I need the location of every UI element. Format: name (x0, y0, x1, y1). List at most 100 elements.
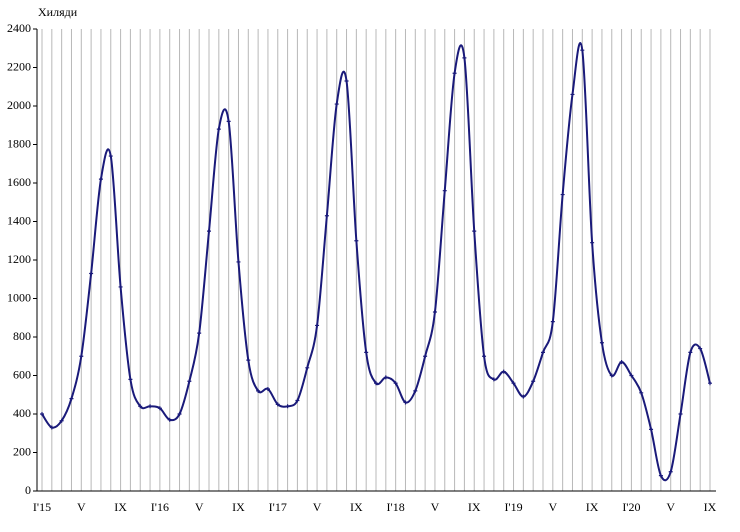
y-tick-label: 1200 (7, 252, 31, 266)
data-point (649, 427, 654, 432)
y-tick-label: 200 (13, 444, 31, 458)
y-tick-label: 1600 (7, 175, 31, 189)
x-tick-label: I'17 (269, 500, 287, 514)
data-point (383, 375, 388, 380)
data-point (423, 354, 428, 359)
data-point (177, 412, 182, 416)
x-tick-label: IX (704, 500, 717, 514)
data-point (590, 240, 595, 245)
x-tick-label: I'16 (151, 500, 169, 514)
data-point (69, 396, 74, 401)
data-point (59, 418, 64, 423)
x-tick-label: V (431, 500, 440, 514)
data-point (324, 213, 329, 218)
y-tick-label: 600 (13, 367, 31, 381)
data-point (246, 358, 251, 363)
data-point (40, 412, 44, 416)
x-tick-label: IX (350, 500, 363, 514)
data-point (216, 127, 221, 132)
data-point (403, 400, 408, 405)
data-point (658, 473, 663, 478)
data-point (128, 377, 133, 382)
data-point (187, 379, 192, 384)
data-point (550, 319, 555, 324)
data-point (501, 369, 506, 374)
data-point (98, 177, 103, 182)
data-point (157, 406, 162, 411)
data-point (599, 340, 604, 345)
data-point (570, 92, 575, 97)
data-point (275, 402, 280, 407)
y-tick-label: 1400 (7, 213, 31, 227)
data-point (334, 102, 339, 107)
data-point (49, 425, 54, 430)
data-point (108, 154, 113, 159)
y-tick-label: 2400 (7, 21, 31, 35)
y-tick-label: 1000 (7, 290, 31, 304)
data-point (698, 346, 703, 351)
data-point (511, 381, 516, 386)
x-tick-label: IX (468, 500, 481, 514)
data-point (482, 354, 487, 359)
data-point (442, 188, 447, 193)
y-axis-title: Хиляди (38, 5, 78, 19)
data-point (413, 388, 418, 393)
data-point (619, 360, 624, 365)
x-tick-label: IX (232, 500, 245, 514)
x-tick-label: V (666, 500, 675, 514)
data-point (305, 365, 310, 370)
data-point (678, 412, 683, 416)
data-point (472, 229, 477, 234)
x-tick-label: I'18 (387, 500, 405, 514)
data-point (364, 350, 369, 355)
data-point (491, 377, 496, 382)
data-point (688, 350, 693, 355)
data-point (89, 271, 94, 276)
data-point (541, 350, 545, 355)
data-point (531, 379, 536, 384)
y-tick-label: 2200 (7, 59, 31, 73)
data-point (148, 404, 153, 409)
data-point (629, 373, 634, 378)
data-point (236, 259, 241, 264)
data-point (462, 55, 467, 60)
data-point (393, 381, 398, 386)
data-point (344, 78, 349, 83)
data-point (197, 331, 202, 336)
data-point (226, 119, 231, 124)
x-tick-label: I'20 (622, 500, 640, 514)
data-point (79, 354, 84, 359)
data-point (639, 390, 644, 395)
data-point (374, 381, 378, 386)
x-tick-label: V (77, 500, 86, 514)
data-point (315, 323, 320, 328)
y-tick-label: 0 (25, 483, 31, 497)
x-tick-label: IX (114, 500, 127, 514)
x-tick-label: V (313, 500, 322, 514)
data-point (668, 469, 673, 474)
data-point (609, 373, 614, 378)
data-point (708, 381, 712, 386)
data-point (167, 417, 172, 422)
y-tick-label: 800 (13, 329, 31, 343)
data-point (452, 71, 457, 76)
x-tick-label: I'19 (504, 500, 522, 514)
y-tick-label: 2000 (7, 98, 31, 112)
data-point (295, 398, 300, 403)
data-point (432, 309, 437, 314)
x-tick-label: V (548, 500, 557, 514)
data-point (560, 192, 565, 197)
data-point (580, 48, 585, 53)
x-tick-label: V (195, 500, 204, 514)
data-point (138, 404, 143, 409)
x-tick-label: I'15 (33, 500, 51, 514)
y-tick-label: 400 (13, 406, 31, 420)
data-point (285, 404, 290, 409)
y-tick-label: 1800 (7, 136, 31, 150)
data-point (521, 394, 526, 399)
data-point (265, 386, 270, 391)
data-point (256, 388, 261, 393)
data-point (354, 238, 359, 243)
data-point (118, 284, 123, 289)
